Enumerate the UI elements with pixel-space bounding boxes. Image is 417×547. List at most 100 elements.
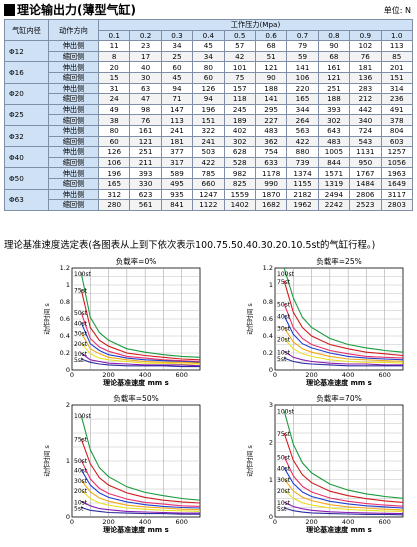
y-tick-label: 3 [269,401,273,409]
stroke-label: 20st [277,337,291,344]
force-cell: 880 [286,146,319,158]
force-cell: 126 [97,146,131,158]
series-line-2 [283,456,404,507]
stroke-label: 50st [277,302,291,309]
direction-cell: 缩回侧 [48,199,99,211]
series-line-3 [283,315,404,361]
bore-cell: Φ16 [4,61,49,84]
force-cell: 295 [254,103,288,116]
force-cell: 393 [317,103,351,116]
series-line-1 [283,432,404,503]
table-row: Φ32 伸出侧 80 161 241 322 402 483 563 643 724 804 [4,124,414,148]
series-line-2 [80,312,201,363]
force-cell: 503 [192,146,225,158]
stroke-label: 40st [277,314,291,321]
y-axis-label: 动作时间 s [245,303,254,335]
force-cell: 1870 [254,188,288,201]
force-cell: 15 [97,71,131,84]
force-cell: 1767 [349,167,382,179]
series-line-6 [80,500,200,514]
direction-cell: 伸出侧 [48,124,99,137]
stroke-label: 100st [277,409,295,416]
table-row: 缩回侧 280 561 841 1122 1402 1682 1962 2242 2523 2803 [5,199,414,211]
title-square-icon [4,4,15,16]
force-cell: 80 [192,61,225,73]
force-table-body: Φ12 伸出侧 11 23 34 45 57 68 79 90 102 113 缩回侧 8 17 25 34 42… [4,40,414,211]
table-row: 缩回侧 8 17 25 34 42 51 59 68 76 85 [5,50,414,63]
force-cell: 121 [129,135,162,148]
direction-cell: 缩回侧 [48,71,99,84]
force-cell: 251 [317,82,351,95]
y-tick-label: 0.2 [60,349,70,357]
table-row: 缩回侧 15 30 45 60 75 90 106 121 136 151 [5,71,414,84]
force-cell: 2494 [317,188,351,201]
force-cell: 90 [254,71,288,84]
direction-cell: 伸出侧 [48,167,99,179]
force-cell: 59 [286,50,319,63]
force-cell: 241 [160,124,194,137]
force-cell: 340 [349,114,382,126]
bore-cell: Φ40 [4,146,49,169]
force-cell: 754 [254,146,288,158]
y-tick-label: 0.4 [60,332,70,340]
y-tick-label: 0.8 [263,298,273,306]
series-line-7 [283,507,404,516]
force-cell: 844 [317,156,351,169]
y-tick-label: 1 [269,281,273,289]
force-cell: 825 [223,177,256,190]
stroke-label: 75st [74,437,88,444]
force-cell: 157 [223,82,256,95]
force-cell: 1178 [254,167,288,179]
force-cell: 990 [254,177,288,190]
x-tick-label: 600 [176,371,188,379]
stroke-label: 20st [277,488,291,495]
speed-chart-load-0: 负载率=0% 0 200 400 600 0 0.2 0.4 0.6 0.8 1 1.2 理论基准速度 … [42,256,204,387]
force-cell: 1962 [286,199,319,211]
direction-cell: 缩回侧 [48,156,99,169]
direction-cell: 缩回侧 [48,93,99,105]
force-cell: 264 [286,114,319,126]
force-cell: 589 [160,167,194,179]
force-cell: 20 [97,61,131,73]
force-cell: 76 [349,50,382,63]
force-cell: 79 [286,40,319,52]
force-cell: 11 [97,40,131,52]
force-cell: 126 [192,82,225,95]
force-cell: 181 [160,135,194,148]
y-tick-label: 1.2 [263,264,273,272]
bore-cell: Φ20 [4,82,49,105]
y-tick-label: 0.2 [263,349,273,357]
force-cell: 196 [97,167,131,179]
force-cell: 283 [349,82,382,95]
chart-svg: 负载率=0% 0 200 400 600 0 0.2 0.4 0.6 0.8 1 1.2 理论基准速度 … [42,256,201,387]
force-cell: 302 [223,135,256,148]
force-cell: 643 [317,124,351,137]
force-cell: 23 [129,40,162,52]
y-tick-label: 0 [66,513,70,521]
table-row: 缩回侧 38 76 113 151 189 227 264 302 340 378 [5,114,414,126]
force-cell: 982 [223,167,256,179]
force-cell: 2182 [286,188,319,201]
direction-cell: 伸出侧 [48,103,99,116]
force-cell: 113 [160,114,194,126]
pressure-value: 0.9 [349,29,382,42]
series-line-2 [80,459,201,507]
series-line-7 [80,358,200,368]
force-cell: 121 [317,71,351,84]
bore-cell: Φ25 [4,103,49,126]
direction-cell: 伸出侧 [48,61,99,73]
force-cell: 147 [160,103,194,116]
force-cell: 495 [160,177,194,190]
y-tick-label: 2 [269,439,273,447]
force-cell: 2803 [380,199,414,211]
direction-cell: 伸出侧 [48,40,99,52]
series-line-3 [283,467,404,509]
series-line-0 [80,414,201,501]
section-title: 理论基准速度选定表(各图表从上到下依次表示100.75.50.40.30.20.… [4,240,376,251]
series-line-4 [80,479,201,511]
stroke-label: 5st [277,356,287,363]
bore-cell: Φ63 [4,188,49,211]
table-row: Φ63 伸出侧 312 623 935 1247 1559 1870 2182 2494 2806 3… [4,188,414,211]
force-cell: 841 [160,199,194,211]
force-cell: 1559 [223,188,256,201]
